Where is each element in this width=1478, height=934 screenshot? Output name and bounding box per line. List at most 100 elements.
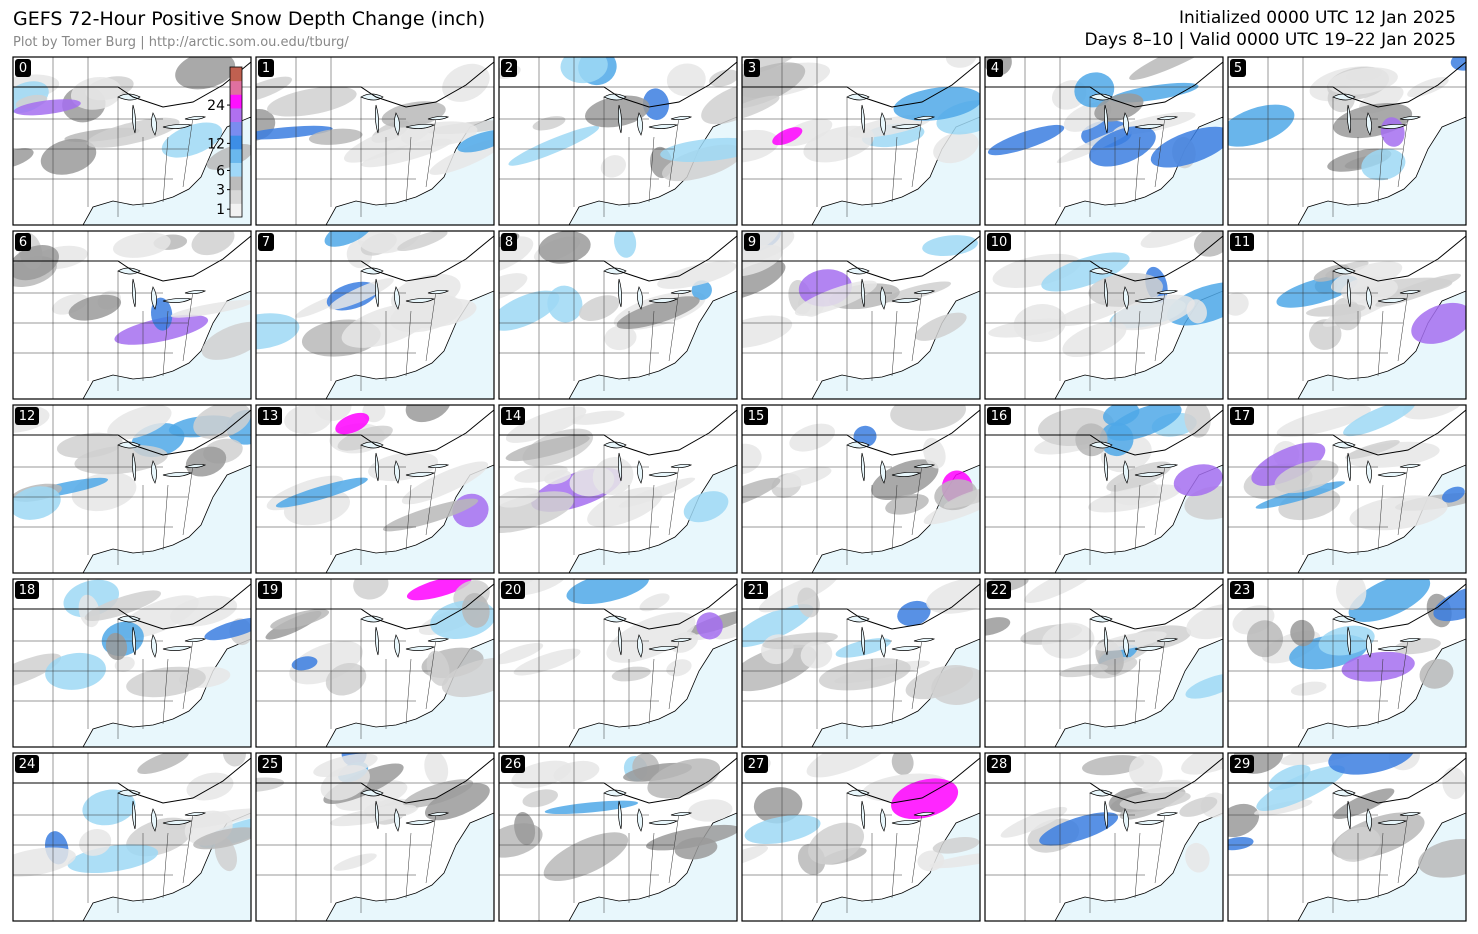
state-lines (499, 57, 737, 225)
snow-shade (616, 296, 700, 330)
colorbar-step (230, 203, 242, 218)
ocean (1054, 638, 1223, 747)
snow-shade (1419, 658, 1454, 689)
state-lines (499, 579, 737, 747)
border (499, 583, 737, 630)
border (256, 757, 494, 804)
panel-label-box (15, 59, 31, 77)
snow-shade (499, 487, 540, 508)
snow-shade (1185, 842, 1210, 873)
snow-shade (275, 477, 368, 508)
state-lines (1228, 57, 1466, 225)
snow-shade (1290, 619, 1315, 647)
snow-shade (871, 459, 939, 500)
snow-shade (13, 245, 59, 281)
panel-frame (255, 230, 495, 400)
panel-label: 23 (1234, 583, 1251, 598)
snow-shade (256, 313, 300, 350)
map-panel: 29 (1227, 752, 1467, 922)
map-body (13, 231, 251, 399)
snow-shade (514, 812, 536, 846)
panel-label-box (258, 581, 282, 599)
snow-shade (544, 800, 638, 815)
map-body (985, 579, 1223, 747)
panel-label-box (15, 581, 39, 599)
snow-shade (670, 631, 698, 653)
snow-shade (1345, 439, 1400, 460)
snow-shade (1106, 461, 1172, 492)
snow-shade (105, 632, 128, 661)
panel-label: 22 (991, 583, 1008, 598)
panel-label-box (987, 233, 1011, 251)
snow-shade (1059, 663, 1108, 678)
border (499, 409, 737, 456)
snow-shade (401, 461, 489, 505)
snow-shade (343, 121, 434, 163)
map-body (499, 231, 737, 399)
panel-label: 15 (748, 409, 765, 424)
state-lines (499, 753, 737, 921)
snow-shade (1343, 405, 1416, 437)
panel-label: 3 (748, 61, 756, 76)
panel-label-box (1230, 407, 1254, 425)
state-lines (742, 753, 980, 921)
snow-shade (931, 666, 980, 705)
border (985, 235, 1223, 282)
state-lines (1228, 579, 1466, 747)
border (1228, 757, 1466, 804)
panel-label-box (501, 581, 525, 599)
panel-frame (984, 752, 1224, 922)
snow-shade (330, 804, 417, 827)
snow-shade (514, 465, 568, 483)
snow-shade (647, 758, 721, 799)
snow-shade (505, 435, 590, 462)
colorbar-step (230, 107, 242, 123)
snow-shade (185, 446, 227, 477)
map-panel: 1 (255, 56, 495, 226)
panel-label-box (501, 233, 517, 251)
snow-shade (600, 155, 627, 178)
panel-label-box (744, 233, 760, 251)
state-lines (13, 753, 251, 921)
panel-frame (498, 752, 738, 922)
map-panel: 4 (984, 56, 1224, 226)
panel-label-box (987, 407, 1011, 425)
panel-frame (1227, 752, 1467, 922)
lakes (846, 615, 936, 658)
snow-shade (1056, 299, 1126, 327)
panel-frame (741, 752, 981, 922)
lakes (1332, 615, 1422, 658)
panel-label: 10 (991, 235, 1008, 250)
state-lines (742, 57, 980, 225)
panel-frame (255, 752, 495, 922)
snow-shade (522, 789, 558, 808)
map-panel: 5 (1227, 56, 1467, 226)
valid-time: Days 8–10 | Valid 0000 UTC 19–22 Jan 202… (1084, 30, 1457, 50)
panel-frame (984, 56, 1224, 226)
snow-shade (1228, 104, 1295, 147)
map-panel: 28 (984, 752, 1224, 922)
snow-shade (333, 853, 377, 871)
panel-label-box (15, 755, 39, 773)
colorbar-step (230, 94, 242, 109)
state-lines (985, 405, 1223, 573)
map-body (742, 57, 980, 225)
colorbar-tick-label: 6 (216, 163, 225, 179)
map-body (256, 231, 494, 399)
map-body (1228, 231, 1466, 399)
lakes (360, 93, 450, 136)
snow-shade (808, 822, 865, 865)
border (499, 235, 737, 282)
snow-shade (642, 88, 670, 120)
snow-shade (932, 837, 980, 854)
snow-shade (270, 609, 330, 630)
map-body (13, 753, 251, 921)
map-panel: 13 (255, 404, 495, 574)
snow-shade (1041, 622, 1095, 659)
snow-shade (614, 231, 637, 258)
map-body (1228, 405, 1466, 573)
snow-shade (425, 783, 490, 821)
panel-label: 28 (991, 757, 1008, 772)
state-lines (742, 231, 980, 399)
panel-frame (741, 56, 981, 226)
